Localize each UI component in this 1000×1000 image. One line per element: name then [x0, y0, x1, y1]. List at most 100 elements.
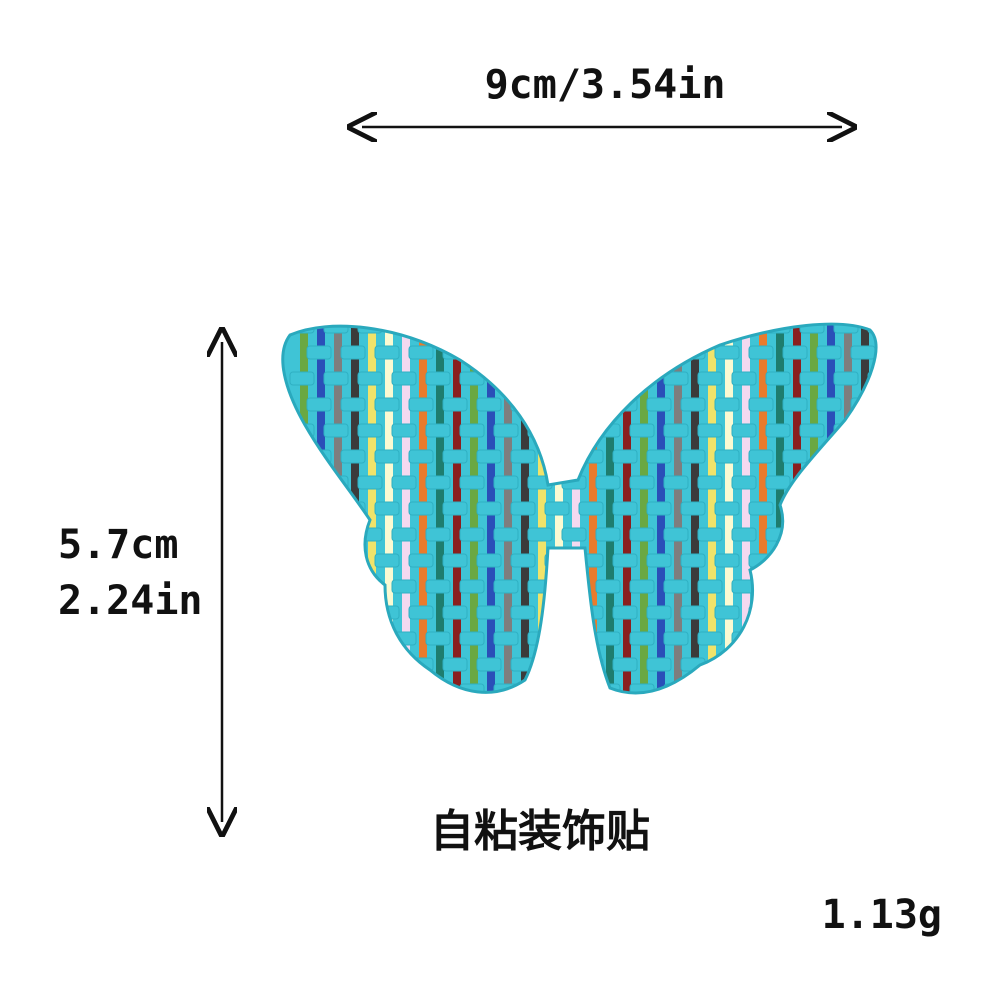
- woven-strand: [334, 324, 342, 694]
- woven-strand: [317, 324, 325, 694]
- weave-knot: [697, 527, 723, 542]
- weave-knot: [476, 553, 502, 568]
- weave-knot: [425, 475, 451, 490]
- weave-knot: [714, 553, 740, 568]
- weave-knot: [680, 397, 706, 412]
- weave-knot: [527, 527, 553, 542]
- weave-knot: [782, 501, 808, 516]
- weave-knot: [867, 527, 876, 542]
- weave-knot: [748, 501, 774, 516]
- weave-knot: [629, 579, 655, 594]
- weave-knot: [340, 449, 366, 464]
- weave-knot: [816, 553, 842, 568]
- product-weight: 1.13g: [821, 892, 942, 938]
- weave-knot: [476, 501, 502, 516]
- weave-knot: [510, 501, 536, 516]
- weave-knot: [323, 527, 349, 542]
- weave-knot: [867, 579, 876, 594]
- weave-knot: [459, 579, 485, 594]
- weave-knot: [544, 345, 570, 360]
- woven-strand: [436, 324, 444, 694]
- weave-knot: [697, 475, 723, 490]
- weave-knot: [833, 527, 859, 542]
- weave-knot: [697, 324, 723, 334]
- weave-knot: [544, 449, 570, 464]
- weave-knot: [493, 423, 519, 438]
- weave-knot: [323, 683, 349, 694]
- weave-knot: [306, 605, 332, 620]
- weave-knot: [340, 605, 366, 620]
- weave-knot: [646, 657, 672, 672]
- weave-knot: [340, 397, 366, 412]
- weave-knot: [289, 475, 315, 490]
- weave-knot: [663, 527, 689, 542]
- height-dimension-cm-label: 5.7cm: [58, 522, 179, 568]
- weave-knot: [425, 324, 451, 334]
- woven-strand: [504, 324, 512, 694]
- weave-knot: [425, 579, 451, 594]
- weave-knot: [476, 449, 502, 464]
- width-dimension-label: 9cm/3.54in: [484, 62, 726, 108]
- weave-knot: [850, 605, 876, 620]
- weave-knot: [663, 371, 689, 386]
- weave-knot: [578, 657, 604, 672]
- weave-knot: [595, 371, 621, 386]
- weave-knot: [765, 371, 791, 386]
- weave-knot: [782, 345, 808, 360]
- weave-knot: [782, 397, 808, 412]
- woven-strand: [300, 324, 308, 694]
- weave-knot: [799, 423, 825, 438]
- weave-knot: [646, 397, 672, 412]
- weave-knot: [629, 631, 655, 646]
- woven-strand: [844, 324, 852, 694]
- weave-knot: [646, 605, 672, 620]
- weave-knot: [510, 345, 536, 360]
- weave-knot: [510, 449, 536, 464]
- weave-knot: [629, 475, 655, 490]
- weave-knot: [663, 631, 689, 646]
- weave-knot: [561, 423, 587, 438]
- weave-knot: [578, 553, 604, 568]
- woven-strand: [742, 324, 750, 694]
- weave-knot: [612, 449, 638, 464]
- weave-knot: [799, 579, 825, 594]
- weave-knot: [561, 527, 587, 542]
- weave-knot: [391, 475, 417, 490]
- weave-knot: [782, 605, 808, 620]
- weave-knot: [476, 657, 502, 672]
- weave-knot: [765, 423, 791, 438]
- weave-knot: [425, 371, 451, 386]
- weave-knot: [544, 397, 570, 412]
- weave-knot: [425, 631, 451, 646]
- weave-knot: [578, 501, 604, 516]
- weave-knot: [561, 683, 587, 694]
- weave-knot: [561, 631, 587, 646]
- weave-knot: [289, 579, 315, 594]
- weave-knot: [867, 475, 876, 490]
- weave-knot: [442, 501, 468, 516]
- weave-knot: [731, 527, 757, 542]
- weave-knot: [544, 605, 570, 620]
- weave-knot: [850, 657, 876, 672]
- weave-knot: [714, 449, 740, 464]
- weave-knot: [459, 324, 485, 334]
- woven-strand: [351, 324, 359, 694]
- weave-knot: [357, 423, 383, 438]
- weave-knot: [748, 449, 774, 464]
- weave-knot: [391, 683, 417, 694]
- woven-strand: [861, 324, 869, 694]
- woven-strand: [827, 324, 835, 694]
- weave-knot: [680, 501, 706, 516]
- weave-knot: [714, 657, 740, 672]
- weave-knot: [561, 371, 587, 386]
- weave-knot: [850, 449, 876, 464]
- weave-knot: [340, 345, 366, 360]
- weave-knot: [306, 657, 332, 672]
- weave-knot: [476, 345, 502, 360]
- weave-knot: [612, 345, 638, 360]
- weave-knot: [459, 475, 485, 490]
- weave-knot: [850, 501, 876, 516]
- weave-knot: [561, 579, 587, 594]
- weave-knot: [527, 324, 553, 334]
- weave-knot: [289, 371, 315, 386]
